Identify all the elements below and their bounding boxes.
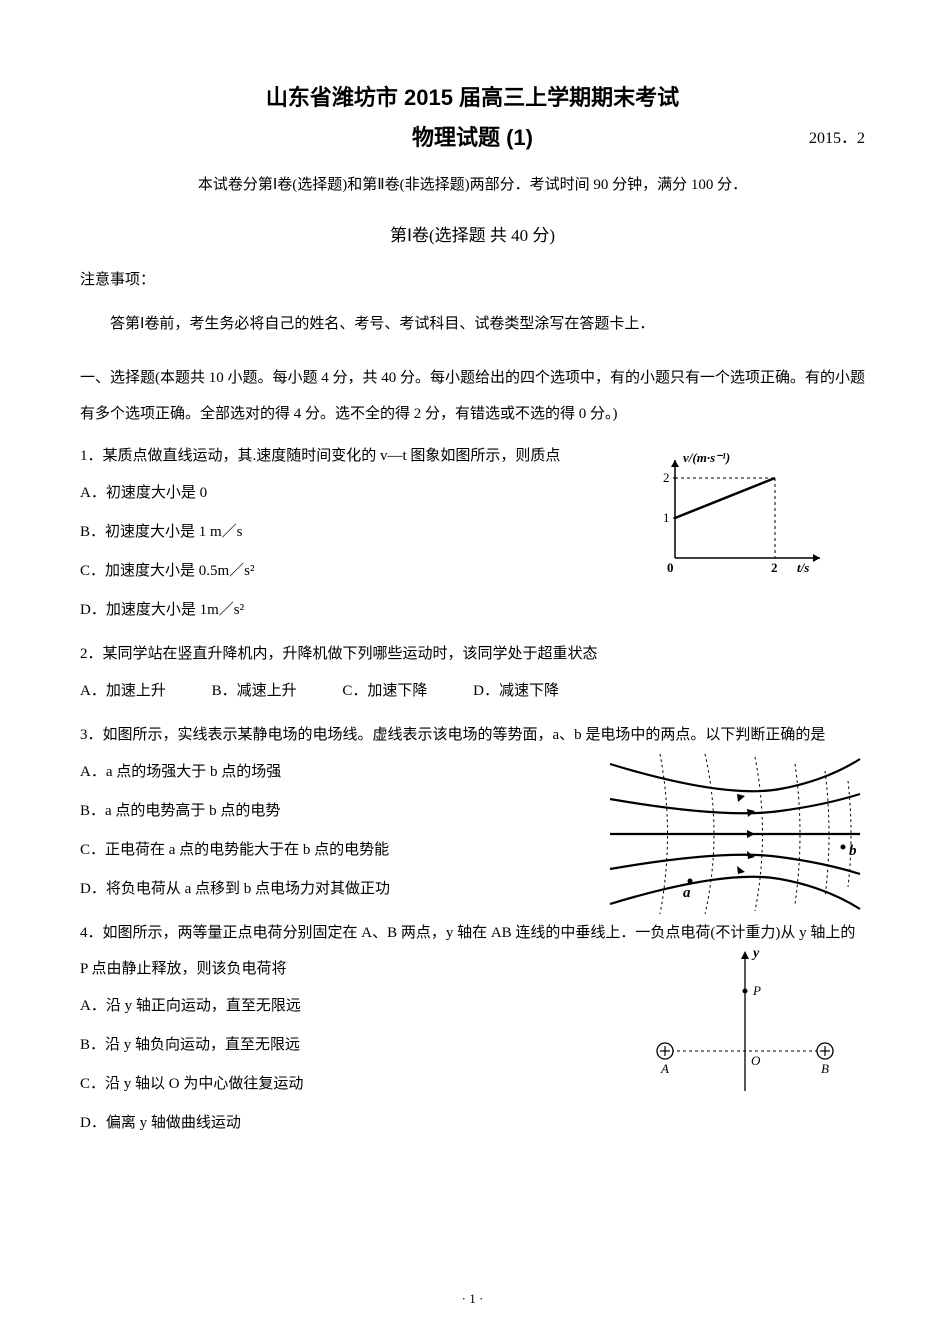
exam-title-main: 山东省潍坊市 2015 届高三上学期期末考试 [80, 80, 865, 112]
charge-diagram-svg: y O A B P [645, 941, 845, 1101]
vt-chart-svg: 1 2 0 2 t/s v/(m·s⁻¹) [645, 448, 835, 578]
notice-label: 注意事项： [80, 268, 865, 289]
svg-text:0: 0 [667, 560, 674, 575]
svg-text:t/s: t/s [797, 560, 809, 575]
page-number: · 1 · [0, 1291, 945, 1307]
svg-text:1: 1 [663, 510, 670, 525]
part-header: 第Ⅰ卷(选择题 共 40 分) [80, 221, 865, 246]
exam-date: 2015．2 [809, 124, 865, 148]
exam-title-sub-row: 物理试题 (1) 2015．2 [80, 120, 865, 152]
q3-figure: a b [605, 749, 865, 924]
field-lines-svg: a b [605, 749, 865, 919]
svg-text:y: y [751, 946, 760, 961]
svg-text:A: A [660, 1061, 669, 1076]
q4-option-d: D．偏离 y 轴做曲线运动 [80, 1104, 865, 1143]
svg-text:2: 2 [663, 470, 670, 485]
svg-text:v/(m·s⁻¹): v/(m·s⁻¹) [683, 450, 730, 465]
section-intro: 一、选择题(本题共 10 小题。每小题 4 分，共 40 分。每小题给出的四个选… [80, 360, 865, 432]
q2-options: A．加速上升 B．减速上升 C．加速下降 D．减速下降 [80, 672, 865, 711]
q2-option-d: D．减速下降 [473, 672, 559, 711]
question-4: 4．如图所示，两等量正点电荷分别固定在 A、B 两点，y 轴在 AB 连线的中垂… [80, 915, 865, 1143]
svg-text:a: a [683, 885, 691, 901]
notice-text: 答第Ⅰ卷前，考生务必将自己的姓名、考号、考试科目、试卷类型涂写在答题卡上． [80, 311, 865, 338]
exam-title-sub: 物理试题 (1) [412, 125, 533, 150]
q2-stem: 2．某同学站在竖直升降机内，升降机做下列哪些运动时，该同学处于超重状态 [80, 636, 865, 672]
q3-stem: 3．如图所示，实线表示某静电场的电场线。虚线表示该电场的等势面，a、b 是电场中… [80, 717, 865, 753]
question-1: 1．某质点做直线运动，其.速度随时间变化的 v—t 图象如图所示，则质点 A．初… [80, 438, 865, 630]
question-3: 3．如图所示，实线表示某静电场的电场线。虚线表示该电场的等势面，a、b 是电场中… [80, 717, 865, 909]
q2-option-c: C．加速下降 [342, 672, 427, 711]
svg-text:B: B [821, 1061, 829, 1076]
svg-text:P: P [752, 983, 761, 998]
svg-text:O: O [751, 1053, 761, 1068]
svg-text:b: b [849, 843, 857, 859]
q1-option-d: D．加速度大小是 1m／s² [80, 591, 865, 630]
exam-info: 本试卷分第Ⅰ卷(选择题)和第Ⅱ卷(非选择题)两部分．考试时间 90 分钟，满分 … [80, 172, 865, 199]
q2-option-b: B．减速上升 [212, 672, 297, 711]
q2-option-a: A．加速上升 [80, 672, 166, 711]
question-2: 2．某同学站在竖直升降机内，升降机做下列哪些运动时，该同学处于超重状态 A．加速… [80, 636, 865, 711]
svg-text:2: 2 [771, 560, 778, 575]
q4-figure: y O A B P [645, 941, 845, 1106]
q1-chart: 1 2 0 2 t/s v/(m·s⁻¹) [645, 448, 835, 583]
